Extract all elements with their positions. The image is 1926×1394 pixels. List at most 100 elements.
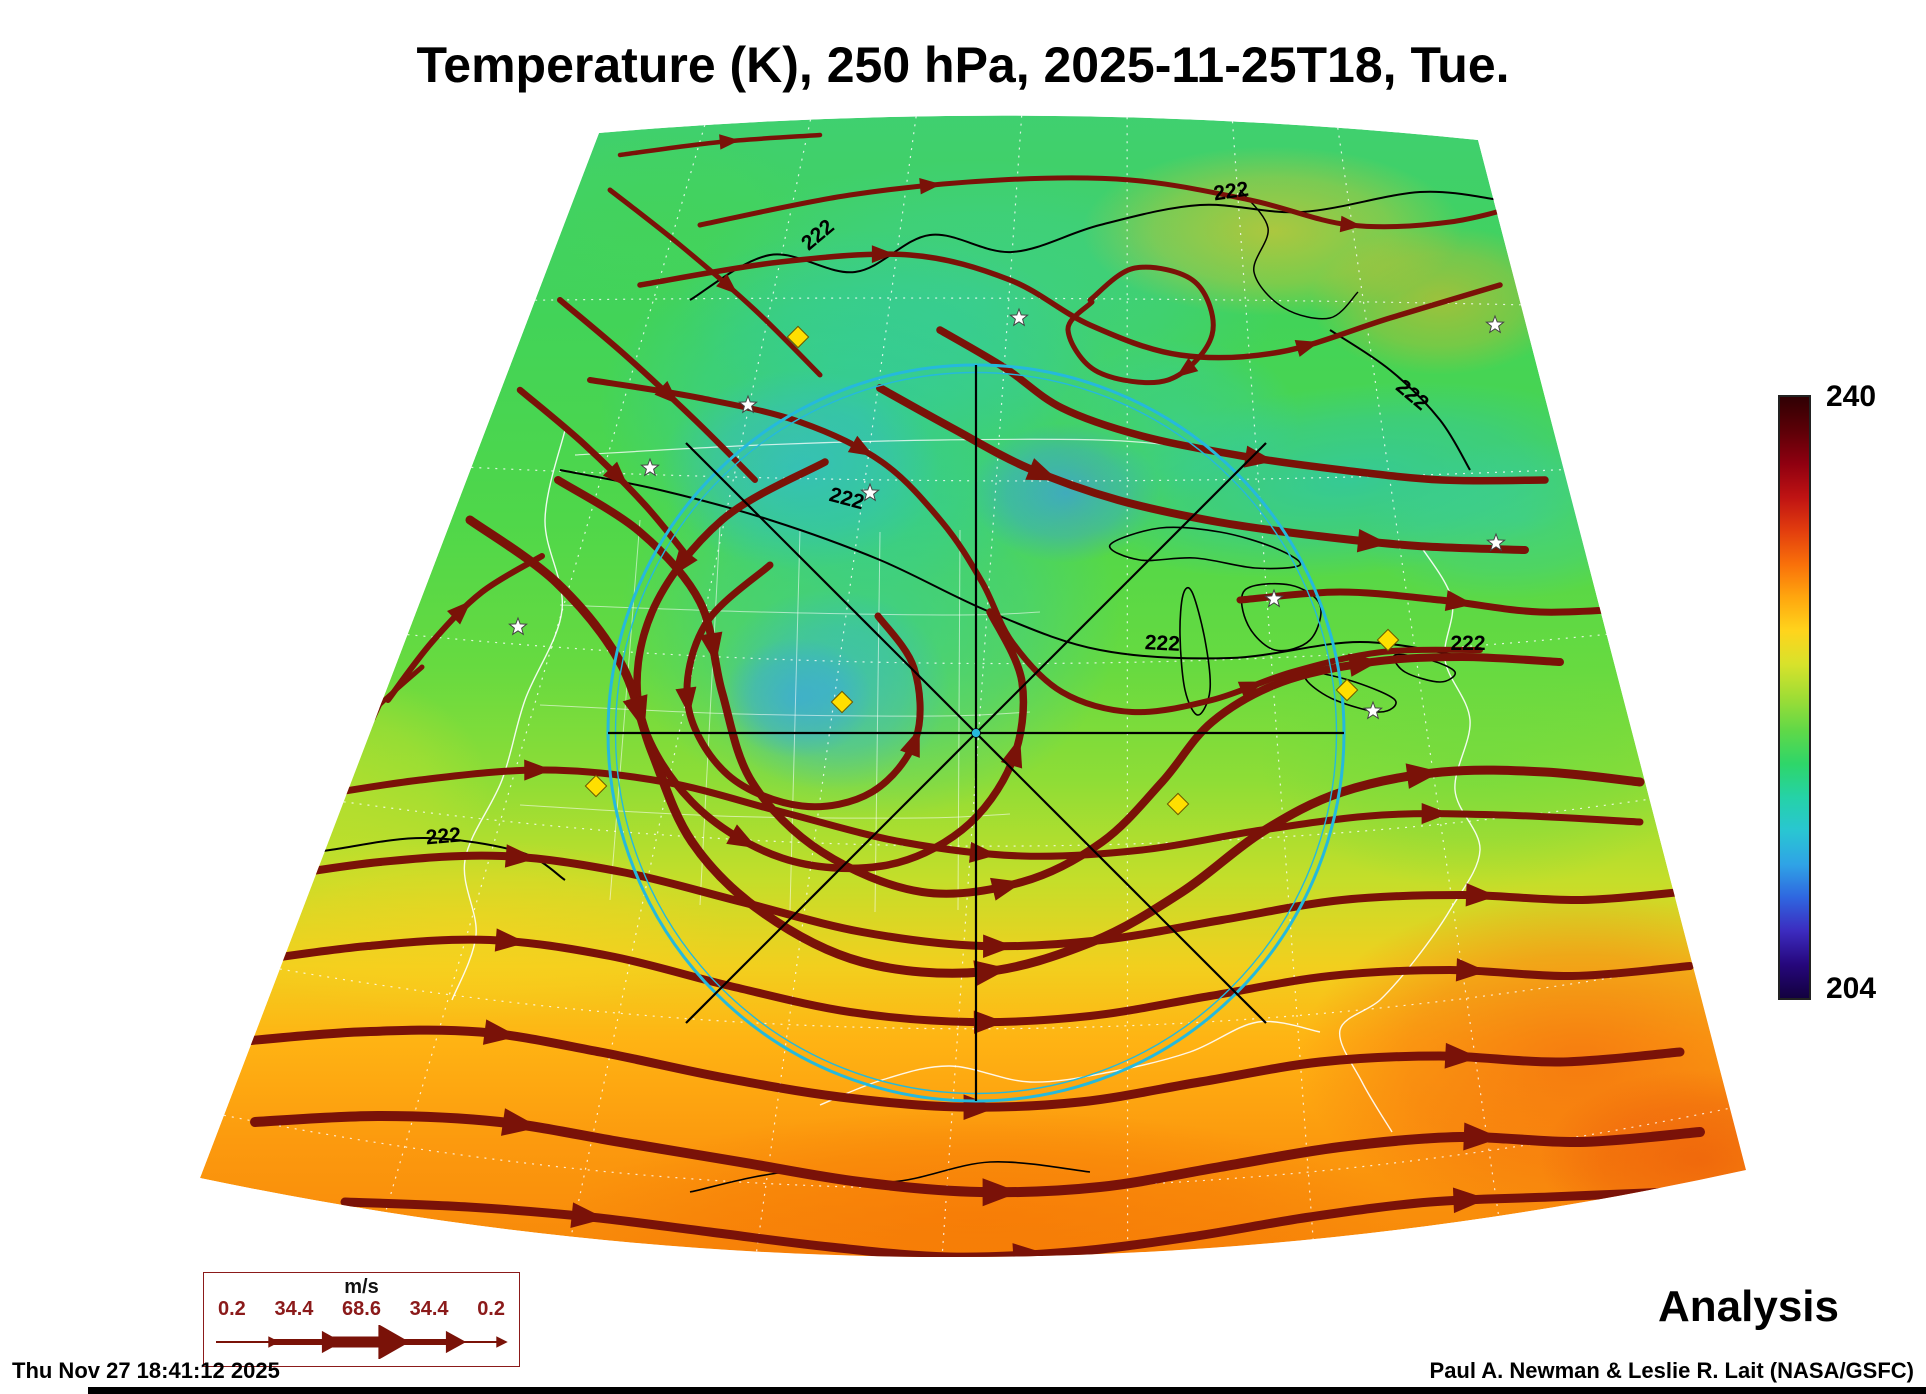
generation-timestamp: Thu Nov 27 18:41:12 2025 <box>12 1358 280 1383</box>
temperature-blob <box>210 840 730 1020</box>
legend-value: 68.6 <box>342 1298 381 1320</box>
border-line <box>574 438 1181 456</box>
flow-arrowhead <box>719 134 740 150</box>
star-marker <box>1485 314 1505 334</box>
streamline <box>587 377 1483 716</box>
flow-arrowhead <box>973 960 1009 986</box>
contour-label: 222 <box>1450 632 1485 655</box>
flow-arrowhead <box>675 686 697 716</box>
flow-arrowhead <box>1294 339 1320 357</box>
lake-huron <box>1240 582 1322 652</box>
streamline <box>683 561 924 811</box>
state-border <box>539 704 1031 717</box>
state-border <box>699 524 721 906</box>
streamlines <box>230 132 1705 1258</box>
flow-arrowhead <box>524 759 552 781</box>
star-marker <box>860 482 880 502</box>
temperature-blob <box>1260 630 1700 890</box>
station-marker-diamond <box>1166 792 1190 816</box>
flow-arrowhead <box>1000 737 1023 769</box>
streamline <box>697 175 1543 230</box>
west-coastline <box>451 429 566 1001</box>
star-marker <box>1264 588 1284 608</box>
temperature-blob <box>723 638 873 758</box>
legend-unit-label: m/s <box>344 1276 379 1298</box>
flow-arrowhead <box>1452 1187 1488 1214</box>
flow-arrowhead <box>1356 529 1389 553</box>
flow-arrowhead <box>973 1010 1005 1034</box>
station-marker-diamond <box>830 690 854 714</box>
streamline <box>637 251 1503 361</box>
flow-arrowhead <box>482 1019 519 1045</box>
legend-value: 0.2 <box>218 1298 246 1320</box>
flow-arrowhead <box>447 600 472 625</box>
streamline <box>876 384 1529 554</box>
flow-arrowhead <box>1176 357 1199 378</box>
streamline <box>250 1110 1705 1198</box>
station-marker-diamond <box>1335 678 1359 702</box>
circle-center-dot <box>971 728 981 738</box>
contour-222 <box>689 190 1501 301</box>
flow-arrowhead <box>1012 1243 1048 1258</box>
bottom-strip <box>88 1387 1926 1394</box>
wind-scale-arrowhead <box>496 1336 508 1348</box>
contour-222 <box>1329 329 1471 471</box>
gulf-coastline <box>819 1020 1321 1106</box>
flow-arrowhead <box>1455 958 1488 982</box>
flow-arrowhead <box>602 461 629 488</box>
product-label: Analysis <box>1658 1282 1839 1331</box>
streamline <box>251 851 1704 951</box>
wind-speed-legend: m/s 0.2 34.4 68.6 34.4 0.2 <box>203 1272 520 1367</box>
streamline <box>557 297 758 483</box>
flow-arrowhead <box>1243 445 1275 468</box>
flow-arrowhead <box>1025 458 1059 481</box>
flow-arrowhead <box>500 1108 540 1136</box>
graticule-parallel <box>471 466 1564 482</box>
star-marker <box>1009 307 1029 327</box>
flow-arrowhead <box>847 435 874 457</box>
flow-arrowhead <box>726 824 758 849</box>
flow-arrowhead <box>1339 215 1362 233</box>
flow-arrowhead <box>1421 803 1450 825</box>
flow-arrowhead <box>871 245 895 263</box>
flow-arrowhead <box>570 1202 606 1228</box>
state-border <box>789 529 801 911</box>
temperature-blob <box>1310 225 1570 375</box>
hudson-coastline <box>1239 189 1359 320</box>
flow-arrowhead <box>1444 1042 1480 1069</box>
star-marker <box>738 394 758 414</box>
streamline <box>1236 588 1644 616</box>
legend-value: 0.2 <box>477 1298 505 1320</box>
flow-arrowhead <box>699 631 723 664</box>
state-border <box>609 519 641 901</box>
flow-arrowhead <box>1465 883 1497 907</box>
lake-superior <box>1108 526 1302 570</box>
star-marker <box>508 616 528 636</box>
flow-arrowhead <box>494 928 527 952</box>
legend-value: 34.4 <box>274 1298 314 1320</box>
flow-arrowhead <box>990 877 1023 901</box>
flow-arrowhead <box>900 728 920 758</box>
page-title: Temperature (K), 250 hPa, 2025-11-25T18,… <box>416 37 1510 93</box>
star-marker <box>1363 700 1383 720</box>
flow-arrowhead <box>982 1178 1020 1207</box>
flow-arrowhead <box>1405 763 1441 789</box>
flow-arrowhead <box>1463 1122 1501 1151</box>
flow-arrowhead <box>983 934 1014 958</box>
credit-text: Paul A. Newman & Leslie R. Lait (NASA/GS… <box>1429 1358 1914 1383</box>
legend-value: 34.4 <box>409 1298 449 1320</box>
station-marker-diamond <box>584 774 608 798</box>
contour-label: 222 <box>425 824 462 850</box>
flow-arrowhead <box>716 273 738 295</box>
station-marker-diamond <box>1376 628 1400 652</box>
lake-erie <box>1303 671 1397 713</box>
map-area <box>200 115 1746 1258</box>
streamline <box>607 187 823 378</box>
streamline <box>1065 264 1216 386</box>
temperature-blob <box>1540 1070 1746 1250</box>
contour-label: 222 <box>1212 178 1250 206</box>
graticule-parallel <box>535 297 1521 306</box>
legend-values: 0.2 34.4 68.6 34.4 0.2 <box>204 1298 519 1321</box>
flow-arrowhead <box>622 694 648 731</box>
